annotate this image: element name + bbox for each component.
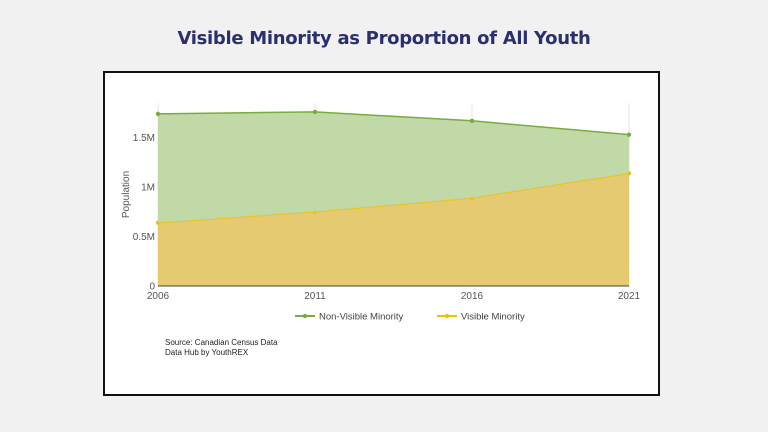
page-title: Visible Minority as Proportion of All Yo… (177, 28, 591, 49)
y-axis-title: Population (121, 171, 132, 218)
x-tick-label: 2016 (461, 291, 484, 302)
legend-label: Visible Minority (461, 312, 525, 323)
credit-line: Data Hub by YouthREX (165, 348, 249, 357)
legend-label: Non-Visible Minority (319, 312, 404, 323)
y-tick-label: 1M (141, 183, 155, 194)
y-tick-label: 1.5M (133, 133, 155, 144)
source-line: Source: Canadian Census Data (165, 338, 278, 347)
non-visible-minoritypoint (155, 111, 161, 117)
x-tick-label: 2006 (147, 291, 170, 302)
legend-marker (444, 313, 450, 319)
source-note: Source: Canadian Census Data Data Hub by… (165, 338, 278, 358)
y-tick-label: 0.5M (133, 232, 155, 243)
legend-item: Non-Visible Minority (295, 312, 404, 323)
non-visible-minorityarea (158, 111, 629, 223)
legend-item: Visible Minority (437, 312, 525, 323)
visible-minorityarea (158, 173, 629, 286)
y-tick-label: 0 (149, 282, 155, 293)
x-tick-label: 2011 (304, 291, 326, 302)
non-visible-minoritypoint (626, 132, 632, 137)
area-chart: 0 0.5M 1M 1.5M 2006 2011 2016 2021 Population No… (121, 103, 641, 323)
chart-frame: 0 0.5M 1M 1.5M 2006 2011 2016 2021 Population No… (103, 71, 660, 396)
legend-marker (302, 313, 308, 319)
x-tick-label: 2021 (618, 291, 641, 302)
non-visible-minoritypoint (312, 109, 318, 115)
non-visible-minoritypoint (469, 118, 475, 124)
non-visible-minorityline (157, 111, 630, 136)
